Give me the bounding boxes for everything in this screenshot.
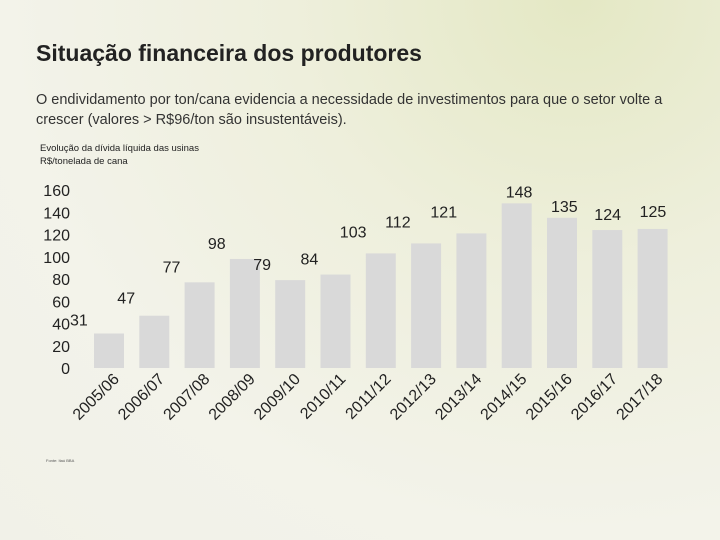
- chart-title-line2: R$/tonelada de cana: [40, 156, 128, 167]
- x-tick-label: 2014/15: [478, 371, 531, 424]
- data-label: 79: [253, 257, 271, 274]
- x-tick-label: 2013/14: [432, 371, 485, 424]
- x-tick-label: 2006/07: [115, 371, 168, 424]
- y-tick-label: 160: [43, 183, 70, 200]
- data-label: 112: [385, 214, 411, 231]
- y-tick-label: 60: [52, 294, 70, 311]
- x-tick-label: 2010/11: [297, 371, 349, 423]
- slide-title: Situação financeira dos produtores: [36, 40, 422, 66]
- bar: [184, 282, 215, 368]
- bar: [365, 253, 396, 368]
- data-label: 98: [208, 236, 226, 253]
- y-tick-label: 100: [43, 250, 70, 267]
- y-tick-label: 80: [52, 272, 70, 289]
- x-tick-label: 2012/13: [387, 371, 440, 424]
- x-tick-label: 2005/06: [70, 371, 123, 424]
- y-tick-label: 0: [61, 361, 70, 378]
- x-tick-label: 2009/10: [251, 371, 304, 424]
- bar: [320, 274, 351, 368]
- bar: [501, 203, 532, 368]
- data-labels: 31 47 77 98 79 84 103 112 121 148 135 124 125: [70, 184, 666, 329]
- data-label: 135: [551, 199, 578, 216]
- bar: [637, 228, 668, 368]
- chart-title: Evolução da dívida líquida das usinas R$…: [40, 142, 199, 168]
- x-tick-label: 2016/17: [568, 371, 621, 424]
- bar: [229, 258, 260, 368]
- chart-title-line1: Evolução da dívida líquida das usinas: [40, 143, 199, 154]
- data-label: 84: [301, 252, 319, 269]
- y-tick-label: 120: [43, 228, 70, 245]
- bar: [275, 280, 306, 368]
- y-tick-label: 20: [52, 339, 70, 356]
- slide-subtitle: O endividamento por ton/cana evidencia a…: [36, 92, 663, 128]
- y-tick-label: 40: [52, 317, 70, 334]
- data-label: 148: [506, 184, 533, 201]
- bar: [139, 315, 170, 368]
- data-label: 124: [594, 207, 621, 224]
- bars: [94, 203, 668, 368]
- y-axis: 0 20 40 60 80 100 120 140 160: [43, 183, 70, 378]
- bar: [547, 217, 577, 368]
- x-tick-label: 2008/09: [206, 371, 259, 424]
- data-label: 125: [640, 204, 667, 221]
- x-tick-label: 2015/16: [523, 371, 576, 424]
- data-label: 47: [117, 291, 135, 308]
- data-label: 77: [163, 259, 181, 276]
- bar: [411, 243, 442, 368]
- data-label: 103: [340, 224, 367, 241]
- x-axis: 2005/062006/072007/082008/092009/102010/…: [70, 371, 667, 424]
- x-tick-label: 2017/18: [614, 371, 667, 424]
- bar: [94, 333, 124, 368]
- x-tick-label: 2007/08: [161, 371, 214, 424]
- data-label: 121: [430, 204, 457, 221]
- bar: [592, 230, 623, 368]
- bar: [456, 233, 487, 368]
- y-tick-label: 140: [43, 205, 70, 222]
- source-note: Fonte: Itaú BBA: [46, 458, 75, 463]
- x-tick-label: 2011/12: [343, 371, 395, 423]
- data-label: 31: [70, 313, 88, 330]
